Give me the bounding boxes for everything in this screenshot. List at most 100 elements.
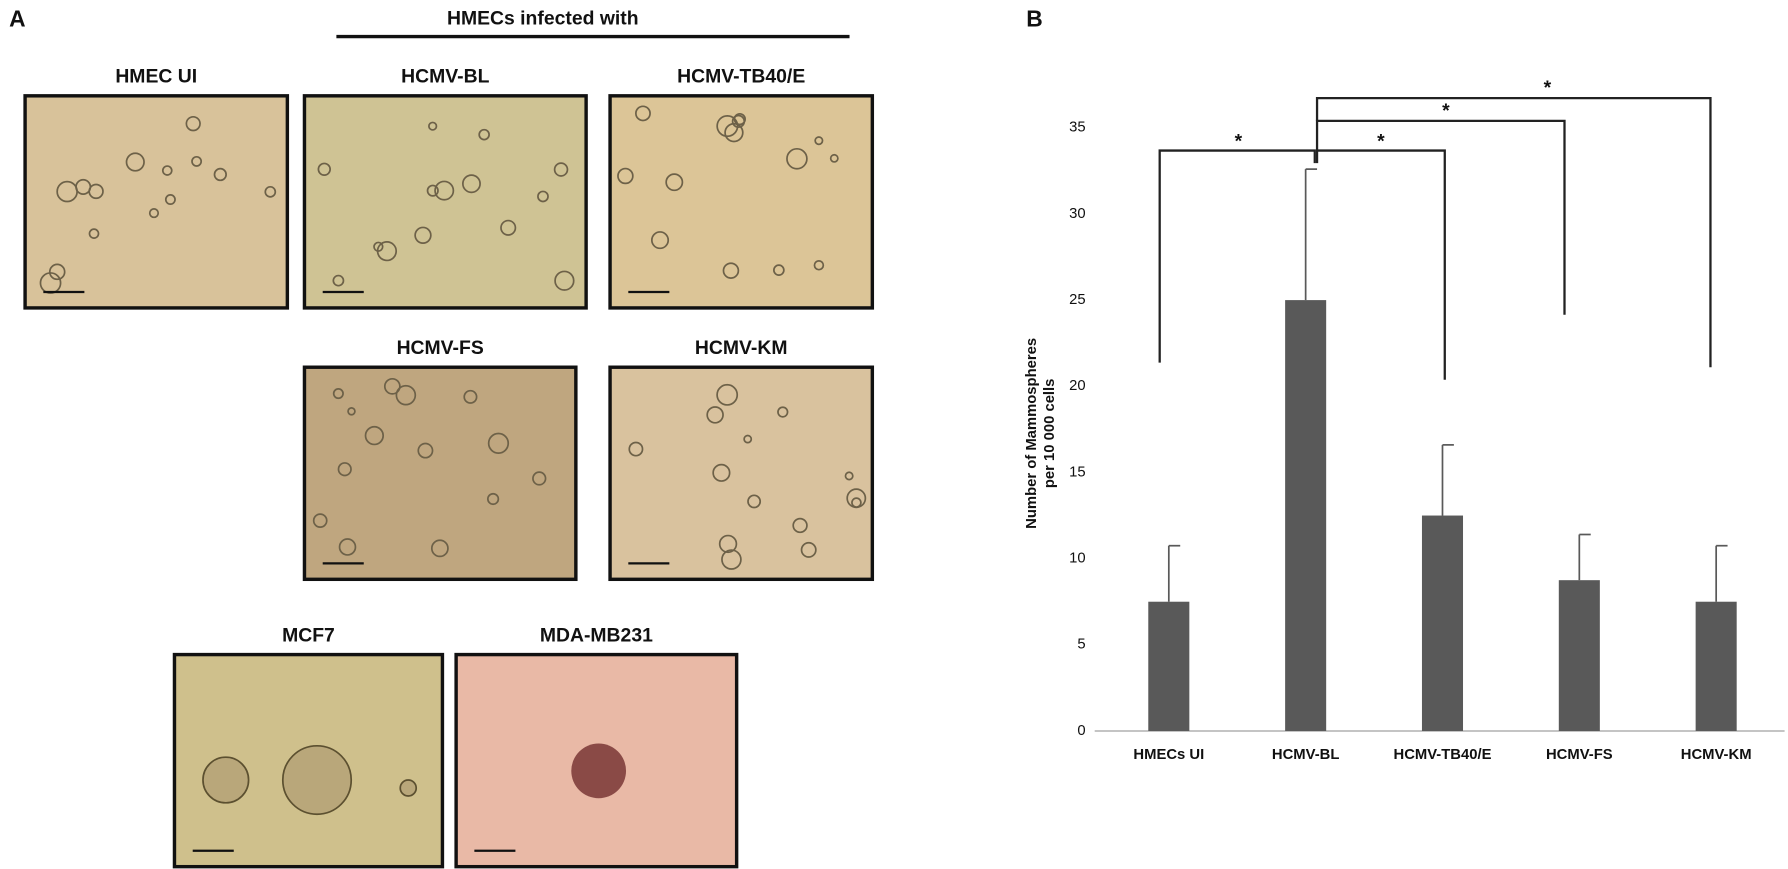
cell: [376, 240, 398, 262]
cell: [364, 425, 385, 446]
y-tick-label: 35: [1069, 120, 1085, 136]
cell: [185, 115, 201, 132]
cell: [829, 153, 839, 163]
panel-label: B: [1026, 6, 1042, 32]
cell: [665, 173, 684, 192]
x-tick-label: HCMV-BL: [1272, 747, 1339, 763]
cell: [712, 463, 731, 482]
cell: [213, 167, 227, 182]
cell: [164, 194, 176, 206]
cell: [733, 112, 746, 126]
cell: [716, 383, 739, 406]
y-tick-label: 30: [1069, 206, 1085, 222]
cell: [48, 263, 66, 281]
x-tick-label: HMECs UI: [1133, 747, 1204, 763]
cell: [332, 274, 345, 287]
cell-cluster: [281, 744, 353, 816]
cell: [628, 441, 644, 457]
y-tick-label: 5: [1077, 637, 1085, 653]
cell: [463, 389, 478, 404]
cell: [814, 136, 824, 146]
cell: [747, 494, 762, 509]
bar: [1285, 300, 1327, 731]
cell: [777, 406, 789, 418]
cell: [537, 190, 549, 203]
cell: [800, 541, 817, 558]
bar: [1148, 601, 1190, 731]
x-tick-label: HCMV-KM: [1681, 747, 1752, 763]
cell: [786, 147, 808, 170]
image-label: HCMV-BL: [401, 66, 489, 88]
cell: [716, 114, 739, 138]
cell: [434, 180, 455, 201]
significance-bracket: [1315, 119, 1566, 315]
cell: [532, 471, 547, 486]
y-axis-title: Number of Mammospheres per 10 000 cells: [1024, 338, 1058, 529]
cell: [462, 174, 481, 194]
cell: [722, 262, 740, 279]
significance-star: *: [1377, 131, 1385, 153]
cell: [75, 178, 92, 195]
cell: [383, 377, 401, 395]
bar: [1558, 580, 1600, 731]
cell: [88, 228, 100, 240]
significance-bracket: [1315, 96, 1712, 368]
y-tick-label: 0: [1077, 723, 1085, 739]
cell: [743, 434, 753, 444]
cell: [635, 105, 651, 122]
cell: [721, 549, 742, 570]
cell: [773, 264, 785, 276]
cell: [617, 167, 634, 185]
cell: [553, 162, 569, 177]
bar: [1421, 515, 1464, 731]
significance-star: *: [1235, 131, 1243, 153]
image-label: HCMV-TB40/E: [677, 66, 805, 88]
significance-star: *: [1544, 77, 1552, 99]
cell: [312, 513, 328, 528]
cell: [813, 260, 825, 271]
micrograph: [302, 94, 588, 310]
cell: [718, 534, 738, 554]
x-tick-label: HCMV-TB40/E: [1394, 747, 1492, 763]
cell: [428, 121, 438, 131]
group-label: HMECs infected with: [447, 8, 639, 30]
y-label-line: Number of Mammospheres: [1024, 338, 1040, 529]
cell: [844, 471, 854, 481]
image-label: HMEC UI: [115, 66, 197, 88]
cell: [417, 442, 434, 459]
y-label-line: per 10 000 cells: [1042, 379, 1058, 489]
micrograph: [608, 365, 875, 582]
significance-star: *: [1442, 100, 1450, 122]
cell-cluster: [202, 756, 250, 804]
cell: [500, 219, 517, 236]
cell: [706, 406, 724, 424]
panel-label: A: [9, 6, 25, 32]
cell: [395, 384, 417, 406]
cell: [332, 387, 344, 400]
bar: [1695, 601, 1737, 731]
cell: [486, 492, 500, 506]
cell: [191, 155, 203, 167]
cell: [264, 185, 277, 198]
cell: [338, 538, 357, 556]
image-label: HCMV-KM: [695, 337, 788, 359]
cell-cluster: [399, 779, 418, 797]
micrograph: [23, 94, 290, 310]
cell: [317, 162, 331, 177]
image-label: MDA-MB231: [540, 624, 653, 646]
image-label: HCMV-FS: [397, 337, 484, 359]
significance-bracket: [1158, 149, 1316, 363]
y-tick-label: 25: [1069, 292, 1085, 308]
cell: [731, 114, 746, 129]
x-tick-label: HCMV-FS: [1546, 747, 1613, 763]
cell: [337, 462, 352, 477]
cell: [414, 226, 432, 245]
cell: [426, 184, 439, 197]
cell: [430, 539, 449, 558]
y-tick-label: 15: [1069, 464, 1085, 480]
significance-bracket: [1315, 149, 1446, 380]
cell: [125, 152, 145, 172]
micrograph: [608, 94, 875, 310]
